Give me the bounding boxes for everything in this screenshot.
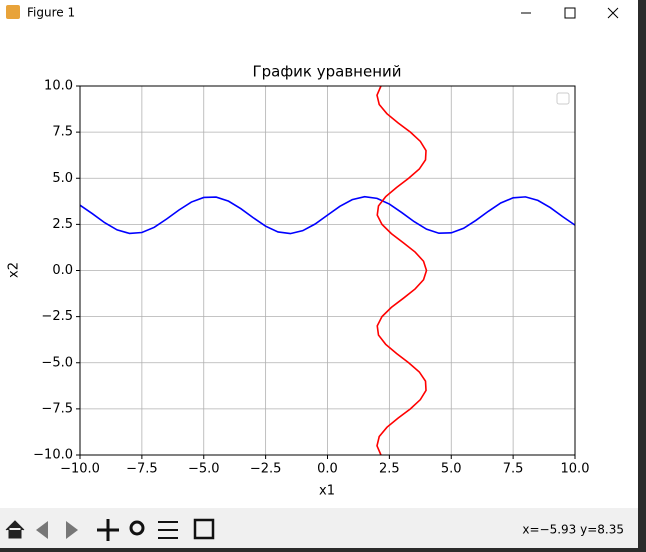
y-tick-label: 5.0 bbox=[52, 171, 73, 186]
y-tick-label: 10.0 bbox=[44, 79, 73, 94]
forward-button[interactable] bbox=[66, 521, 78, 539]
cursor-status: x=−5.93 y=8.35 bbox=[522, 523, 624, 537]
x-tick-label: −7.5 bbox=[126, 462, 158, 477]
x-tick-label: −5.0 bbox=[188, 462, 220, 477]
y-tick-label: −2.5 bbox=[41, 309, 73, 324]
x-tick-label: −10.0 bbox=[60, 462, 100, 477]
y-axis-label: x2 bbox=[7, 262, 22, 278]
home-button[interactable] bbox=[5, 520, 25, 539]
x-tick-label: 0.0 bbox=[317, 462, 338, 477]
x-tick-label: 10.0 bbox=[561, 462, 590, 477]
series-line bbox=[376, 85, 428, 456]
x-tick-label: 5.0 bbox=[441, 462, 462, 477]
title-bar bbox=[0, 0, 638, 26]
zoom-button[interactable] bbox=[129, 520, 145, 536]
y-tick-label: 7.5 bbox=[52, 125, 73, 140]
series-line bbox=[79, 195, 576, 235]
back-button[interactable] bbox=[36, 521, 48, 539]
x-axis-label: x1 bbox=[319, 484, 335, 499]
pan-button[interactable] bbox=[97, 519, 119, 541]
app-icon bbox=[6, 5, 20, 19]
y-tick-label: 2.5 bbox=[52, 217, 73, 232]
toolbar bbox=[0, 508, 638, 548]
y-tick-label: −5.0 bbox=[41, 355, 73, 370]
legend bbox=[556, 92, 570, 105]
configure-button[interactable] bbox=[158, 521, 178, 539]
maximize-button[interactable] bbox=[564, 7, 576, 19]
x-tick-label: −2.5 bbox=[250, 462, 282, 477]
y-tick-label: −10.0 bbox=[33, 448, 73, 463]
x-tick-label: 2.5 bbox=[379, 462, 400, 477]
plot-area bbox=[79, 85, 576, 456]
close-button[interactable] bbox=[607, 7, 619, 19]
save-button[interactable] bbox=[193, 518, 215, 540]
y-tick-label: 0.0 bbox=[52, 263, 73, 278]
window-title: Figure 1 bbox=[27, 6, 75, 20]
chart-title: График уравнений bbox=[252, 63, 401, 81]
x-tick-label: 7.5 bbox=[503, 462, 524, 477]
y-tick-label: −7.5 bbox=[41, 401, 73, 416]
